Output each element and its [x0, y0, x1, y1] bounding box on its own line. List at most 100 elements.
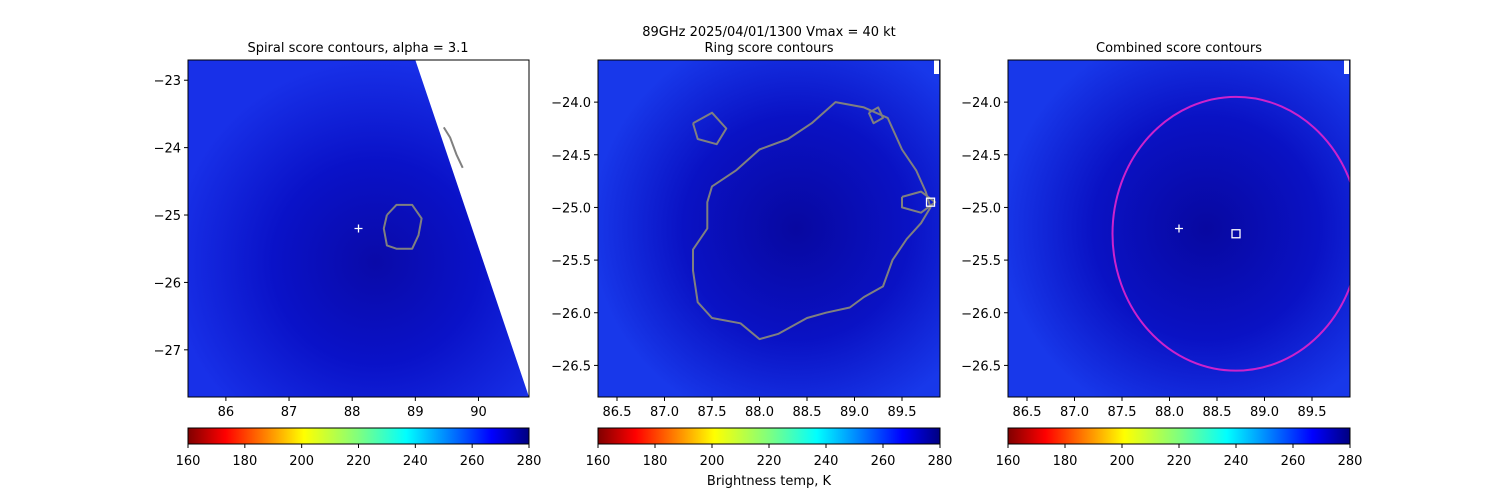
square-marker [925, 197, 936, 207]
colorbar-tick-label: 180 [1053, 454, 1078, 469]
y-tick-label: −25 [154, 209, 181, 224]
ring-colorbar [597, 427, 941, 445]
y-tick-label: −26.5 [551, 359, 591, 374]
colorbar-tick-label: 160 [176, 454, 201, 469]
x-tick-label: 88.0 [745, 405, 774, 420]
colorbar-tick-label: 260 [1281, 454, 1306, 469]
ring-contours [692, 101, 937, 341]
combined-corner-gap [1344, 60, 1349, 74]
center-plus-marker [354, 224, 363, 233]
colorbar-tick-label: 200 [1110, 454, 1135, 469]
y-tick-label: −24 [154, 142, 181, 157]
x-tick-label: 89.0 [1250, 405, 1279, 420]
combined-axes-frame [1007, 59, 1351, 398]
square-marker [1231, 229, 1241, 239]
ring-y-ticks: −24.0 −24.5 −25.0 −25.5 −26.0 −26.5 [551, 96, 598, 374]
y-tick-label: −25.0 [551, 201, 591, 216]
ring-x-ticks: 86.5 87.0 87.5 88.0 88.5 89.0 89.5 [603, 397, 917, 420]
colorbar-tick-label: 240 [1224, 454, 1249, 469]
spiral-markers [354, 224, 363, 233]
colorbar-tick-label: 240 [814, 454, 839, 469]
colorbar-tick-label: 280 [517, 454, 542, 469]
combined-panel-title: Combined score contours [1096, 41, 1262, 56]
ring-brightness-field [598, 60, 940, 397]
ring-axes-frame [597, 59, 941, 398]
colorbar-tick-label: 160 [586, 454, 611, 469]
spiral-x-ticks: 86 87 88 89 90 [218, 397, 487, 420]
ring-score-panel: Ring score contours 86.5 87.0 87.5 88.0 88.5… [551, 41, 952, 489]
x-tick-label: 89.0 [840, 405, 869, 420]
x-tick-label: 90 [470, 405, 487, 420]
contour-line [382, 203, 423, 250]
contour-line [901, 190, 937, 214]
y-tick-label: −25.0 [961, 201, 1001, 216]
x-tick-label: 88.0 [1155, 405, 1184, 420]
x-tick-label: 87.5 [698, 405, 727, 420]
x-tick-label: 86 [218, 405, 235, 420]
x-tick-label: 89 [407, 405, 424, 420]
combined-x-ticks: 86.5 87.0 87.5 88.0 88.5 89.0 89.5 [1013, 397, 1327, 420]
search-radius-circle [1111, 95, 1350, 372]
contour-line [692, 101, 932, 341]
spiral-contours [382, 126, 464, 250]
combined-colorbar [1007, 427, 1351, 445]
y-tick-label: −26.0 [961, 307, 1001, 322]
spiral-y-ticks: −23 −24 −25 −26 −27 [154, 74, 188, 359]
y-tick-label: −26 [154, 276, 181, 291]
x-tick-label: 88.5 [793, 405, 822, 420]
colorbar-tick-label: 280 [928, 454, 953, 469]
colorbar-tick-label: 180 [232, 454, 257, 469]
center-plus-marker [1175, 224, 1183, 233]
x-tick-label: 87.0 [1060, 405, 1089, 420]
combined-markers [1175, 224, 1241, 239]
x-tick-label: 89.5 [1298, 405, 1327, 420]
colorbar-tick-label: 260 [460, 454, 485, 469]
x-tick-label: 87 [281, 405, 298, 420]
colorbar-tick-label: 280 [1338, 454, 1363, 469]
y-tick-label: −24.0 [961, 96, 1001, 111]
ring-markers [925, 197, 936, 207]
combined-circle [1111, 95, 1350, 372]
x-tick-label: 87.0 [650, 405, 679, 420]
x-tick-label: 86.5 [1013, 405, 1042, 420]
colorbar-tick-label: 160 [996, 454, 1021, 469]
spiral-score-panel: Spiral score contours, alpha = 3.1 86 87 8… [154, 41, 542, 469]
x-tick-label: 86.5 [603, 405, 632, 420]
colorbar-tick-label: 200 [289, 454, 314, 469]
colorbar-label: Brightness temp, K [707, 474, 832, 489]
spiral-colorbar [187, 427, 530, 445]
figure-suptitle: 89GHz 2025/04/01/1300 Vmax = 40 kt [642, 25, 896, 40]
combined-colorbar-ticks: 160 180 200 220 240 260 280 [996, 444, 1363, 469]
y-tick-label: −24.5 [961, 149, 1001, 164]
y-tick-label: −27 [154, 344, 181, 359]
colorbar-tick-label: 260 [871, 454, 896, 469]
spiral-colorbar-ticks: 160 180 200 220 240 260 280 [176, 444, 542, 469]
y-tick-label: −24.5 [551, 149, 591, 164]
y-tick-label: −26.0 [551, 307, 591, 322]
x-tick-label: 88.5 [1203, 405, 1232, 420]
y-tick-label: −25.5 [551, 254, 591, 269]
y-tick-label: −25.5 [961, 254, 1001, 269]
x-tick-label: 88 [344, 405, 361, 420]
spiral-panel-title: Spiral score contours, alpha = 3.1 [247, 41, 468, 56]
colorbar-tick-label: 240 [403, 454, 428, 469]
colorbar-tick-label: 200 [700, 454, 725, 469]
combined-y-ticks: −24.0 −24.5 −25.0 −25.5 −26.0 −26.5 [961, 96, 1008, 374]
ring-panel-title: Ring score contours [704, 41, 833, 56]
contour-line [867, 106, 884, 125]
colorbar-tick-label: 180 [643, 454, 668, 469]
contour-line [442, 126, 464, 169]
x-tick-label: 87.5 [1108, 405, 1137, 420]
y-tick-label: −24.0 [551, 96, 591, 111]
spiral-axes-frame [187, 59, 530, 398]
y-tick-label: −26.5 [961, 359, 1001, 374]
contour-line [692, 111, 728, 146]
colorbar-tick-label: 220 [757, 454, 782, 469]
combined-score-panel: Combined score contours 86.5 87.0 87.5 88.0… [961, 41, 1362, 469]
ring-colorbar-ticks: 160 180 200 220 240 260 280 [586, 444, 953, 469]
colorbar-tick-label: 220 [1167, 454, 1192, 469]
x-tick-label: 89.5 [888, 405, 917, 420]
ring-corner-gap [934, 60, 939, 74]
y-tick-label: −23 [154, 74, 181, 89]
